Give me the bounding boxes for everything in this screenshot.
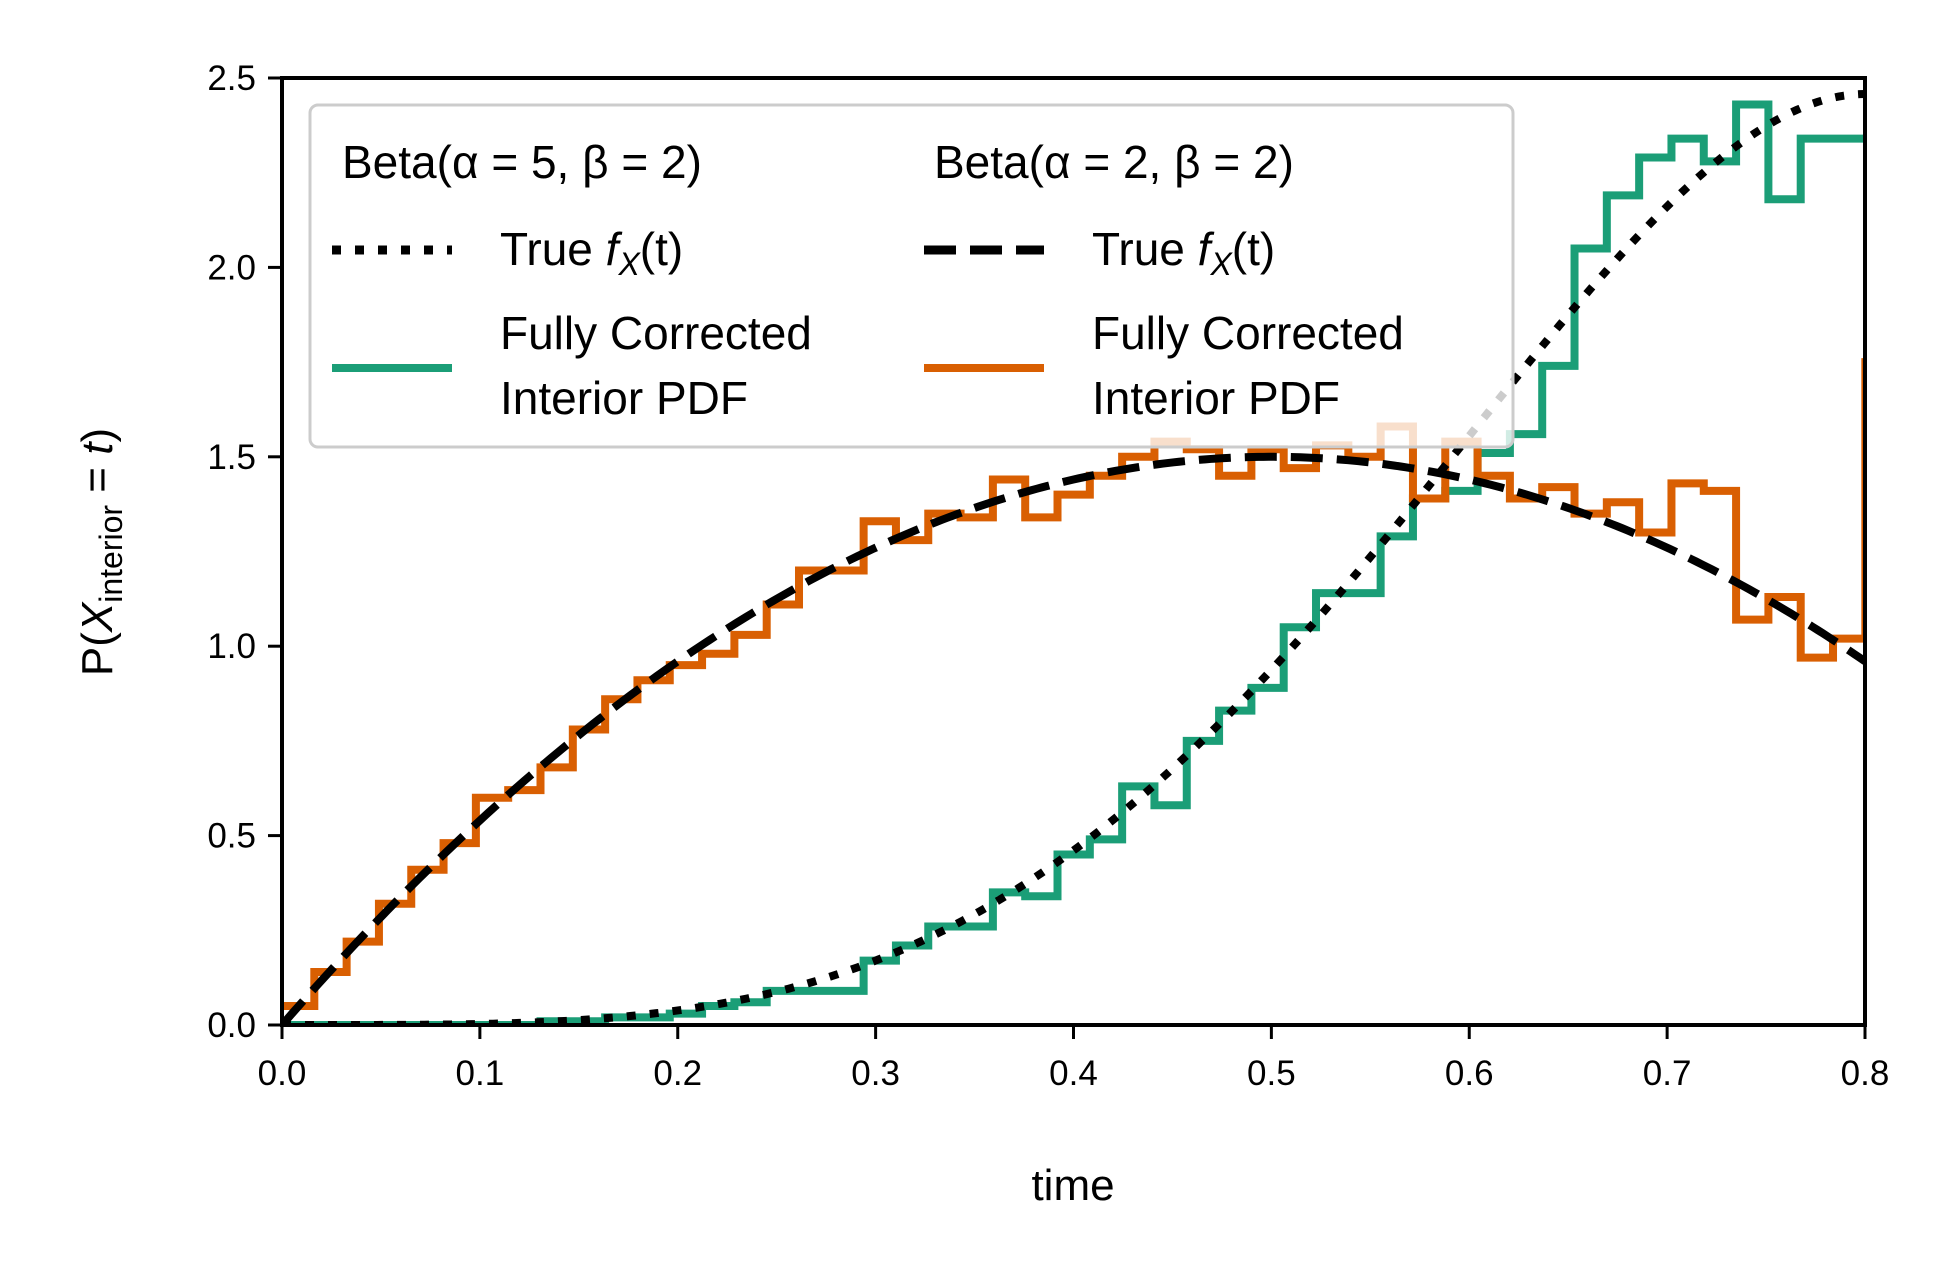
- x-tick-label: 0.2: [653, 1054, 702, 1093]
- series-hist-beta-2-2: [282, 358, 1865, 1011]
- legend-box: [308, 103, 1515, 449]
- y-axis-label: P(Xinterior = t): [73, 428, 129, 676]
- x-tick-label: 0.0: [258, 1054, 307, 1093]
- x-tick-label: 0.4: [1049, 1054, 1098, 1093]
- legend-group-title-beta-2-2: Beta(α = 2, β = 2): [934, 136, 1294, 188]
- y-tick-label: 1.0: [207, 627, 256, 666]
- y-tick-label: 0.5: [207, 817, 256, 856]
- series-layer: [282, 90, 1865, 1025]
- x-tick-label: 0.1: [456, 1054, 505, 1093]
- y-tick-label: 1.5: [207, 438, 256, 477]
- x-tick-label: 0.8: [1841, 1054, 1890, 1093]
- legend-label-hist-beta-2-2-line1: Fully Corrected: [1092, 307, 1404, 359]
- legend-label-hist-beta-5-2-line1: Fully Corrected: [500, 307, 812, 359]
- x-tick-label: 0.3: [851, 1054, 900, 1093]
- legend-label-true-beta-2-2: True fX(t): [1092, 223, 1275, 282]
- x-tick-label: 0.5: [1247, 1054, 1296, 1093]
- y-tick-label: 0.0: [207, 1006, 256, 1045]
- legend-label-hist-beta-5-2-line2: Interior PDF: [500, 372, 748, 424]
- y-tick-label: 2.0: [207, 248, 256, 287]
- series-true-beta-2-2: [282, 452, 1865, 1025]
- x-tick-label: 0.6: [1445, 1054, 1494, 1093]
- x-tick-label: 0.7: [1643, 1054, 1692, 1093]
- x-axis-label: time: [1031, 1161, 1114, 1210]
- legend-group-title-beta-5-2: Beta(α = 5, β = 2): [342, 136, 702, 188]
- series-hist-beta-5-2: [282, 100, 1865, 1025]
- legend-label-hist-beta-2-2-line2: Interior PDF: [1092, 372, 1340, 424]
- y-axis: 0.0 0.5 1.0 1.5 2.0 2.5: [207, 59, 282, 1045]
- y-tick-label: 2.5: [207, 59, 256, 98]
- legend-label-true-beta-5-2: True fX(t): [500, 223, 683, 282]
- x-axis: 0.0 0.1 0.2 0.3 0.4 0.5 0.6 0.7 0.8: [258, 1025, 1890, 1093]
- legend: Beta(α = 5, β = 2) True fX(t) Fully Corr…: [308, 103, 1515, 449]
